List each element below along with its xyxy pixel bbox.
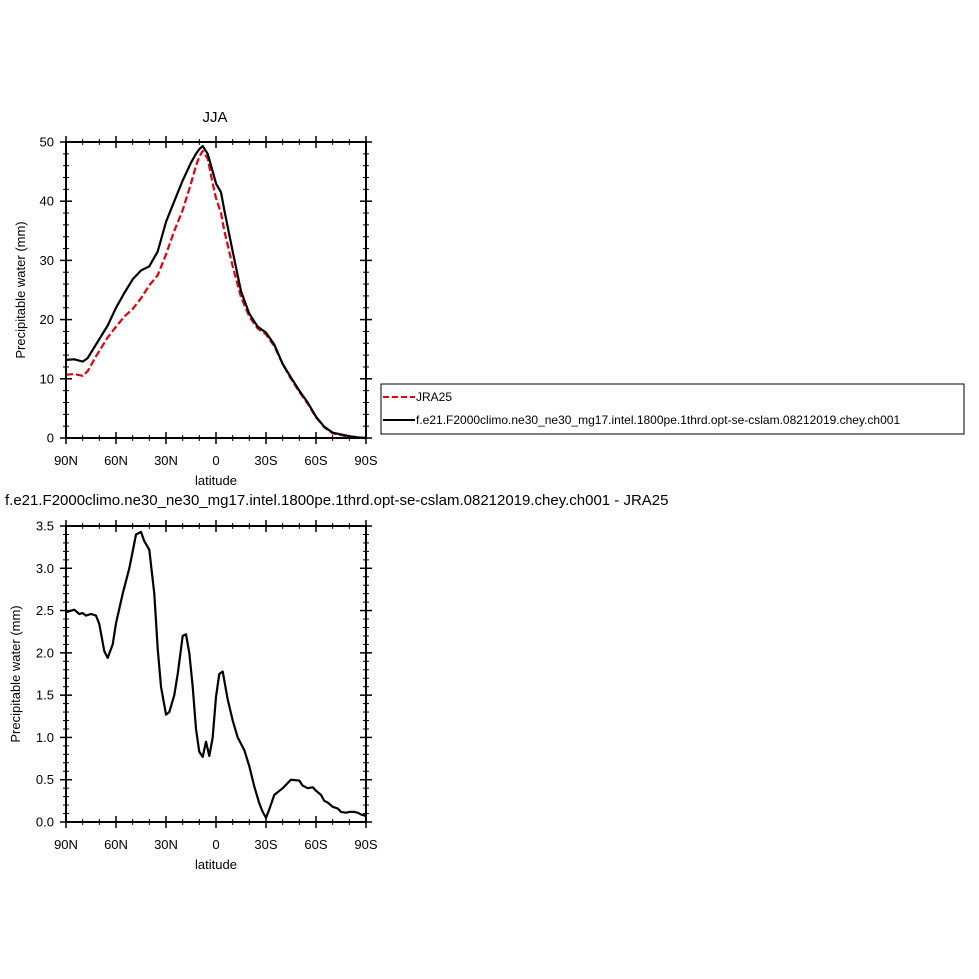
y-tick-label: 30 [40, 253, 54, 268]
y-tick-label: 3.5 [36, 519, 54, 534]
y-tick-label: 0.5 [36, 772, 54, 787]
bottom-y-axis: 0.0 0.5 1.0 1.5 2.0 2.5 3.0 3.5 [36, 519, 372, 830]
x-tick-label: 60N [104, 837, 128, 852]
legend-label-jra25: JRA25 [416, 390, 452, 404]
x-tick-label: 30N [154, 837, 178, 852]
bottom-x-axis: 90N 60N 30N 0 30S 60S 90S [54, 520, 378, 852]
y-tick-label: 0 [47, 431, 54, 446]
series-line-0-1 [65, 145, 367, 440]
y-tick-label: 10 [40, 371, 54, 386]
top-plot-frame [65, 141, 367, 439]
y-tick-label: 2.5 [36, 603, 54, 618]
x-tick-label: 0 [212, 453, 219, 468]
x-tick-label: 0 [212, 837, 219, 852]
x-tick-label: 60S [304, 453, 327, 468]
top-x-axis-label: latitude [195, 473, 237, 488]
top-y-axis: 0 10 20 30 40 50 [40, 135, 372, 446]
x-tick-label: 30S [254, 837, 277, 852]
legend: JRA25 f.e21.F2000climo.ne30_ne30_mg17.in… [380, 383, 965, 435]
y-tick-label: 50 [40, 135, 54, 150]
x-tick-label: 30N [154, 453, 178, 468]
x-tick-label: 90N [54, 453, 78, 468]
x-tick-label: 30S [254, 453, 277, 468]
x-tick-label: 90N [54, 837, 78, 852]
y-tick-label: 1.5 [36, 688, 54, 703]
x-tick-label: 60S [304, 837, 327, 852]
top-y-axis-label: Precipitable water (mm) [13, 221, 28, 358]
legend-label-model: f.e21.F2000climo.ne30_ne30_mg17.intel.18… [416, 413, 900, 427]
top-chart: JJA 0 10 20 30 40 50 90N 60N 30N 0 30S 60S 90S lati… [13, 109, 378, 488]
x-tick-label: 60N [104, 453, 128, 468]
x-tick-label: 90S [354, 453, 377, 468]
legend-box [380, 383, 965, 435]
bottom-y-axis-label: Precipitable water (mm) [8, 605, 23, 742]
bottom-x-axis-label: latitude [195, 857, 237, 872]
bottom-chart: f.e21.F2000climo.ne30_ne30_mg17.intel.18… [5, 492, 669, 872]
series-line-0-0 [65, 149, 367, 440]
bottom-plot-frame [65, 525, 367, 823]
x-tick-label: 90S [354, 837, 377, 852]
bottom-chart-title: f.e21.F2000climo.ne30_ne30_mg17.intel.18… [5, 492, 669, 509]
y-tick-label: 0.0 [36, 815, 54, 830]
top-chart-title: JJA [202, 109, 227, 126]
y-tick-label: 20 [40, 312, 54, 327]
y-tick-label: 3.0 [36, 561, 54, 576]
top-x-axis: 90N 60N 30N 0 30S 60S 90S [54, 136, 378, 468]
bottom-series-group [65, 530, 367, 819]
series-line-1-0 [65, 530, 367, 819]
y-tick-label: 40 [40, 194, 54, 209]
y-tick-label: 1.0 [36, 730, 54, 745]
y-tick-label: 2.0 [36, 645, 54, 660]
top-series-group [65, 145, 367, 440]
